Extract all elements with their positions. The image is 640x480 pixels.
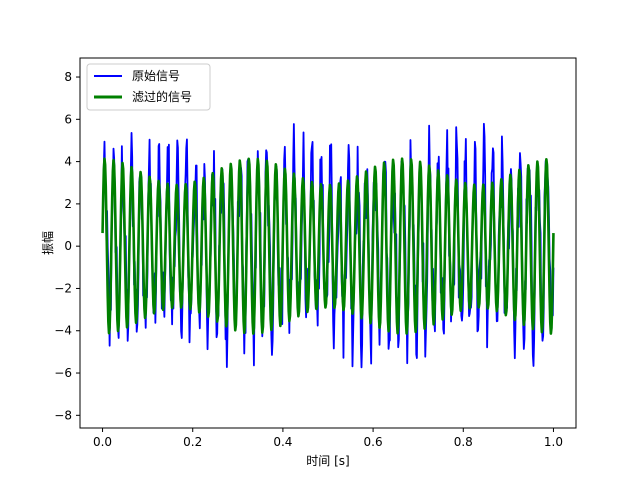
legend-label-filtered: 滤过的信号 (132, 89, 192, 104)
y-tick-label: 6 (64, 112, 72, 126)
y-tick-label: −2 (54, 281, 72, 295)
plot-series (101, 122, 555, 369)
y-tick-label: −6 (54, 366, 72, 380)
x-tick-label: 1.0 (544, 435, 563, 449)
y-tick-label: 0 (64, 239, 72, 253)
x-axis-label: 时间 [s] (306, 454, 349, 468)
y-tick-label: −8 (54, 408, 72, 422)
axes-frame (79, 57, 577, 429)
y-tick-label: 2 (64, 197, 72, 211)
x-tick-label: 0.4 (273, 435, 292, 449)
legend: 原始信号 滤过的信号 (86, 63, 211, 111)
legend-label-original: 原始信号 (132, 69, 180, 83)
x-tick-label: 0.0 (93, 435, 112, 449)
y-tick-label: 8 (64, 70, 72, 84)
x-tick-label: 0.6 (364, 435, 383, 449)
x-tick-label: 0.8 (454, 435, 473, 449)
y-tick-label: −4 (54, 324, 72, 338)
y-axis-label: 振幅 (40, 231, 55, 255)
y-tick-label: 4 (64, 155, 72, 169)
x-axis-ticks: 0.0 0.2 0.4 0.6 0.8 1.0 (93, 428, 563, 449)
series-line-filtered-signal (101, 157, 555, 335)
x-tick-label: 0.2 (183, 435, 202, 449)
y-axis-ticks: −8 −6 −4 −2 0 2 4 6 8 (54, 70, 80, 422)
